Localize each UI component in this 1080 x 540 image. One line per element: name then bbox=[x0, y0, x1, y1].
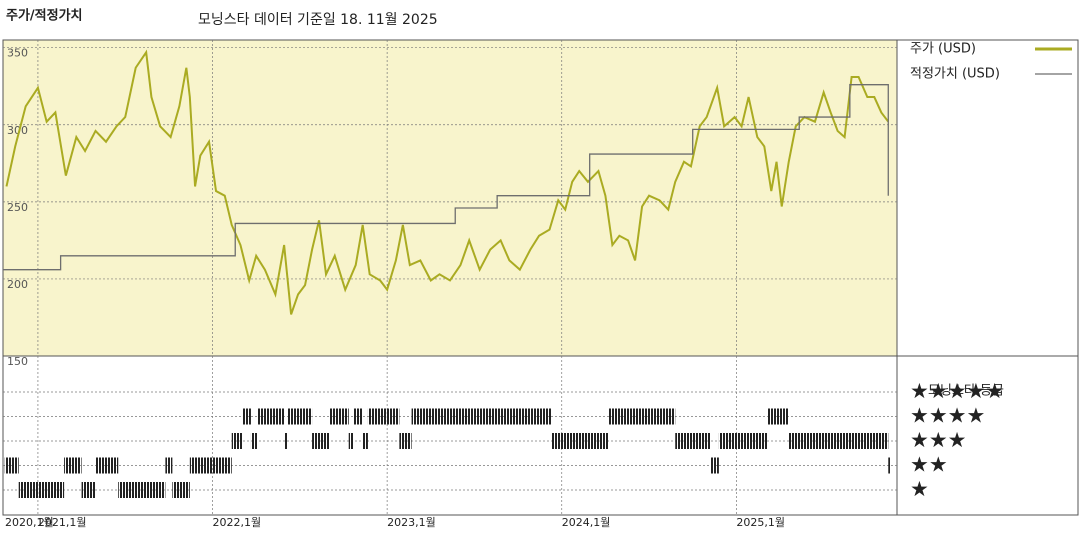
rating-label: ★★★★ bbox=[910, 404, 985, 428]
rating-bar bbox=[4, 457, 19, 474]
rating-bar bbox=[165, 457, 173, 474]
rating-label: ★ bbox=[910, 477, 929, 501]
y-tick-label: 350 bbox=[7, 47, 28, 60]
rating-bar bbox=[411, 408, 552, 425]
rating-bar bbox=[81, 482, 96, 498]
rating-bar bbox=[231, 433, 243, 449]
rating-label: ★★★★★ bbox=[910, 379, 1004, 403]
rating-bar bbox=[64, 457, 82, 474]
x-tick-label: 2021,1월 bbox=[38, 516, 87, 529]
rating-bar bbox=[718, 433, 768, 449]
rating-bar bbox=[888, 457, 891, 474]
y-tick-label: 300 bbox=[7, 124, 28, 137]
rating-bar bbox=[172, 482, 190, 498]
x-tick-label: 2020,1월 bbox=[5, 516, 54, 529]
frame bbox=[2, 39, 1079, 516]
rating-bar bbox=[242, 408, 251, 425]
y-tick-label: 150 bbox=[7, 355, 28, 368]
series-line bbox=[3, 84, 889, 271]
rating-bar bbox=[329, 408, 349, 425]
chart-title: 주가/적정가치 bbox=[6, 8, 83, 24]
rating-bar bbox=[312, 433, 330, 449]
rating-label: ★★ bbox=[910, 453, 948, 477]
rating-bar bbox=[189, 457, 232, 474]
x-tick-label: 2022,1월 bbox=[213, 516, 262, 529]
ratings-title: 모닝스타 등급 bbox=[928, 384, 1004, 399]
rating-bar bbox=[788, 433, 889, 449]
rating-bar bbox=[608, 408, 676, 425]
rating-bar bbox=[348, 433, 354, 449]
rating-bar bbox=[250, 433, 258, 449]
rating-bar bbox=[95, 457, 119, 474]
series-line bbox=[5, 49, 890, 315]
rating-bar bbox=[710, 457, 719, 474]
rating-bar bbox=[353, 408, 363, 425]
x-tick-label: 2024,1월 bbox=[562, 516, 611, 529]
rating-bar bbox=[287, 408, 313, 425]
price-panel bbox=[3, 40, 897, 356]
x-tick-label: 2025,1월 bbox=[736, 516, 785, 529]
legend-label: 주가 (USD) bbox=[910, 42, 976, 57]
chart-subtitle: 모닝스타 데이터 기준일 18. 11월 2025 bbox=[198, 12, 438, 28]
rating-bar bbox=[18, 482, 65, 498]
rating-bar bbox=[367, 408, 400, 425]
y-tick-label: 250 bbox=[7, 201, 28, 214]
y-tick-label: 200 bbox=[7, 278, 28, 291]
rating-bar bbox=[767, 408, 789, 425]
rating-bar bbox=[675, 433, 711, 449]
rating-bar bbox=[257, 408, 285, 425]
rating-bar bbox=[551, 433, 609, 449]
rating-bar bbox=[362, 433, 368, 449]
rating-bar bbox=[399, 433, 412, 449]
x-tick-label: 2023,1월 bbox=[387, 516, 436, 529]
rating-bar bbox=[284, 433, 288, 449]
rating-label: ★★★ bbox=[910, 428, 966, 452]
legend-label: 적정가치 (USD) bbox=[910, 67, 1000, 82]
rating-bar bbox=[118, 482, 166, 498]
